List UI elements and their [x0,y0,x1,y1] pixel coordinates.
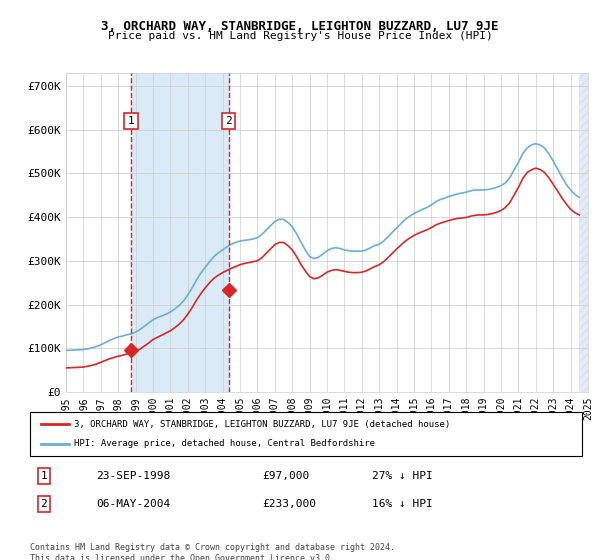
Bar [579,73,588,392]
Text: 23-SEP-1998: 23-SEP-1998 [96,471,170,481]
Bar [579,73,588,392]
FancyBboxPatch shape [30,412,582,456]
Text: £97,000: £97,000 [262,471,309,481]
Text: 16% ↓ HPI: 16% ↓ HPI [372,499,433,509]
Text: 2: 2 [40,499,47,509]
Text: HPI: Average price, detached house, Central Bedfordshire: HPI: Average price, detached house, Cent… [74,440,375,449]
Text: 06-MAY-2004: 06-MAY-2004 [96,499,170,509]
Text: Contains HM Land Registry data © Crown copyright and database right 2024.
This d: Contains HM Land Registry data © Crown c… [30,543,395,560]
Text: 27% ↓ HPI: 27% ↓ HPI [372,471,433,481]
Text: 1: 1 [128,116,134,126]
Text: 3, ORCHARD WAY, STANBRIDGE, LEIGHTON BUZZARD, LU7 9JE: 3, ORCHARD WAY, STANBRIDGE, LEIGHTON BUZ… [101,20,499,32]
Text: 3, ORCHARD WAY, STANBRIDGE, LEIGHTON BUZZARD, LU7 9JE (detached house): 3, ORCHARD WAY, STANBRIDGE, LEIGHTON BUZ… [74,419,451,428]
Text: 2: 2 [226,116,232,126]
Text: 1: 1 [40,471,47,481]
Text: £233,000: £233,000 [262,499,316,509]
Bar [131,73,229,392]
Text: Price paid vs. HM Land Registry's House Price Index (HPI): Price paid vs. HM Land Registry's House … [107,31,493,41]
